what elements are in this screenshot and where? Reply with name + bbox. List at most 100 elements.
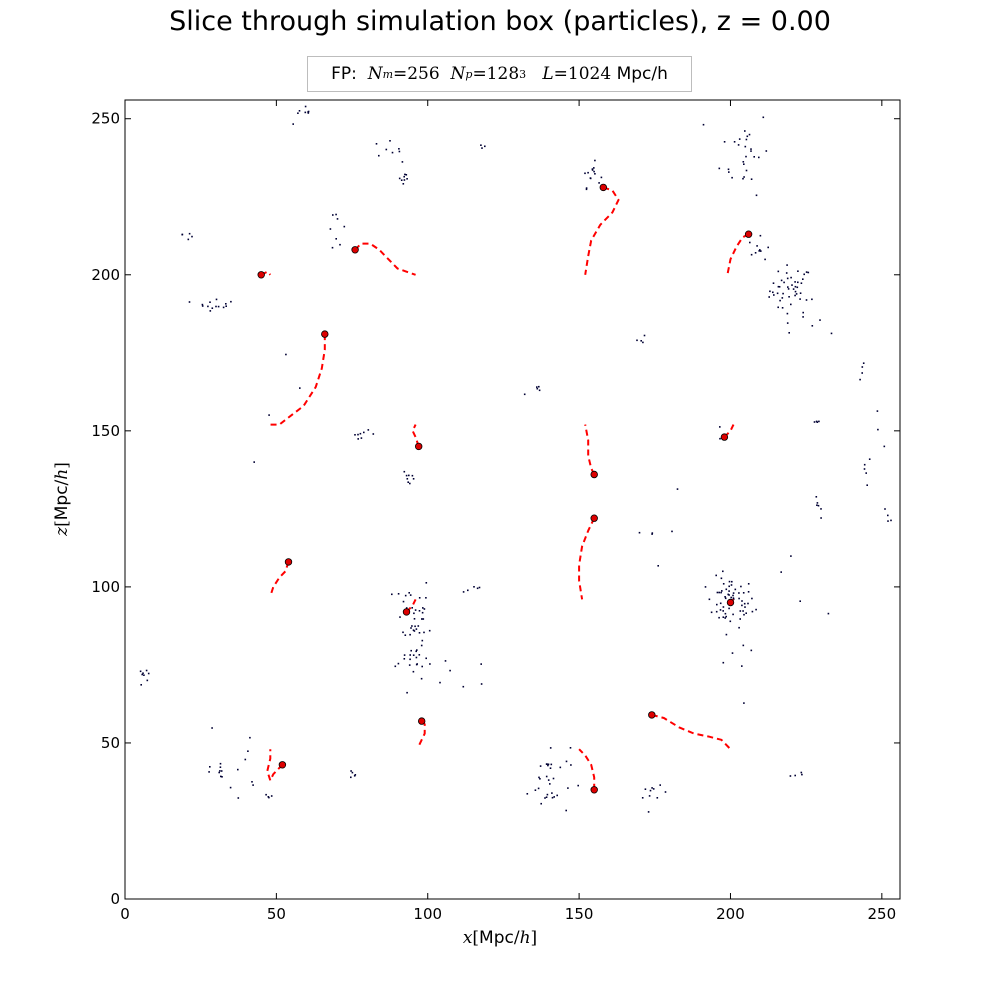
particle <box>462 591 465 593</box>
particle <box>640 340 642 342</box>
halo-track <box>266 749 284 782</box>
particle <box>215 298 218 301</box>
particle <box>412 670 415 673</box>
legend-l-symbol: L <box>542 64 554 84</box>
particle <box>718 591 720 594</box>
particle <box>813 421 816 423</box>
particle <box>425 657 427 660</box>
particle <box>883 445 886 448</box>
particle <box>861 366 864 368</box>
particle <box>643 334 646 337</box>
particle <box>733 141 736 143</box>
particle <box>887 520 889 522</box>
particle <box>593 170 595 173</box>
particle <box>657 565 659 567</box>
particles-layer <box>139 105 892 813</box>
particle <box>538 389 541 392</box>
particle <box>702 123 705 126</box>
particle <box>404 594 407 597</box>
particle <box>728 607 730 610</box>
x-axis-open-bracket: [ <box>472 928 480 948</box>
particle <box>547 764 549 767</box>
particle <box>409 594 412 596</box>
particle <box>429 663 431 665</box>
particle <box>247 750 249 752</box>
particle <box>776 292 779 295</box>
particle <box>750 649 753 652</box>
particle <box>420 677 423 680</box>
particle <box>391 593 393 596</box>
particle <box>304 111 307 114</box>
particle <box>747 591 750 593</box>
particle <box>418 632 421 634</box>
particle <box>480 683 483 685</box>
particle <box>549 747 552 749</box>
particle <box>723 141 726 143</box>
halo-marker <box>720 433 729 441</box>
particle <box>444 660 447 662</box>
particle <box>406 691 408 694</box>
particle <box>877 428 879 431</box>
particle <box>741 600 743 602</box>
particle <box>744 606 746 608</box>
particle <box>863 463 866 466</box>
particle <box>538 776 540 779</box>
particle <box>394 665 397 668</box>
particle <box>777 270 780 273</box>
halo-marker <box>415 442 423 451</box>
y-axis-h: h <box>52 468 72 480</box>
particle <box>398 150 401 153</box>
particle <box>805 271 808 273</box>
particle <box>410 627 412 629</box>
halo-marker <box>284 558 293 566</box>
particle <box>722 583 725 585</box>
particle <box>335 238 337 240</box>
particle <box>819 319 821 321</box>
particle <box>791 284 793 286</box>
particle <box>751 610 754 613</box>
particle <box>406 478 409 480</box>
particle <box>449 669 451 672</box>
particle <box>765 150 768 152</box>
particle <box>409 633 411 636</box>
particle <box>140 684 142 686</box>
legend-np-symbol: N <box>450 64 466 84</box>
particle <box>649 789 652 792</box>
particle <box>556 794 558 797</box>
particle <box>815 496 818 498</box>
x-axis-label: x[Mpc/h] <box>0 928 1000 948</box>
legend-prefix: FP: <box>331 64 357 84</box>
particle <box>577 784 579 787</box>
particle <box>414 625 416 628</box>
particle <box>715 574 717 577</box>
particle <box>353 775 356 777</box>
halo-marker <box>402 608 411 616</box>
particle <box>267 796 270 798</box>
particle <box>754 252 757 254</box>
particle <box>413 618 416 620</box>
particle <box>547 763 550 766</box>
particle <box>647 811 650 813</box>
particle <box>559 766 562 769</box>
particle <box>307 110 310 113</box>
particle <box>253 461 255 463</box>
halo-marker <box>648 711 656 719</box>
particle <box>728 590 730 592</box>
particle <box>820 508 822 510</box>
particle <box>285 353 287 356</box>
particle <box>737 144 740 146</box>
particle <box>724 617 726 619</box>
x-tick-label: 150 <box>565 905 594 923</box>
particle <box>738 626 740 629</box>
particle <box>415 656 418 659</box>
particle <box>732 594 734 597</box>
particle <box>724 597 727 600</box>
particle <box>802 278 804 280</box>
particle <box>671 530 673 533</box>
particle <box>786 264 788 266</box>
particle <box>747 583 750 585</box>
particle <box>221 776 223 778</box>
particle <box>720 591 722 594</box>
particle <box>423 631 425 634</box>
particle <box>544 797 546 799</box>
